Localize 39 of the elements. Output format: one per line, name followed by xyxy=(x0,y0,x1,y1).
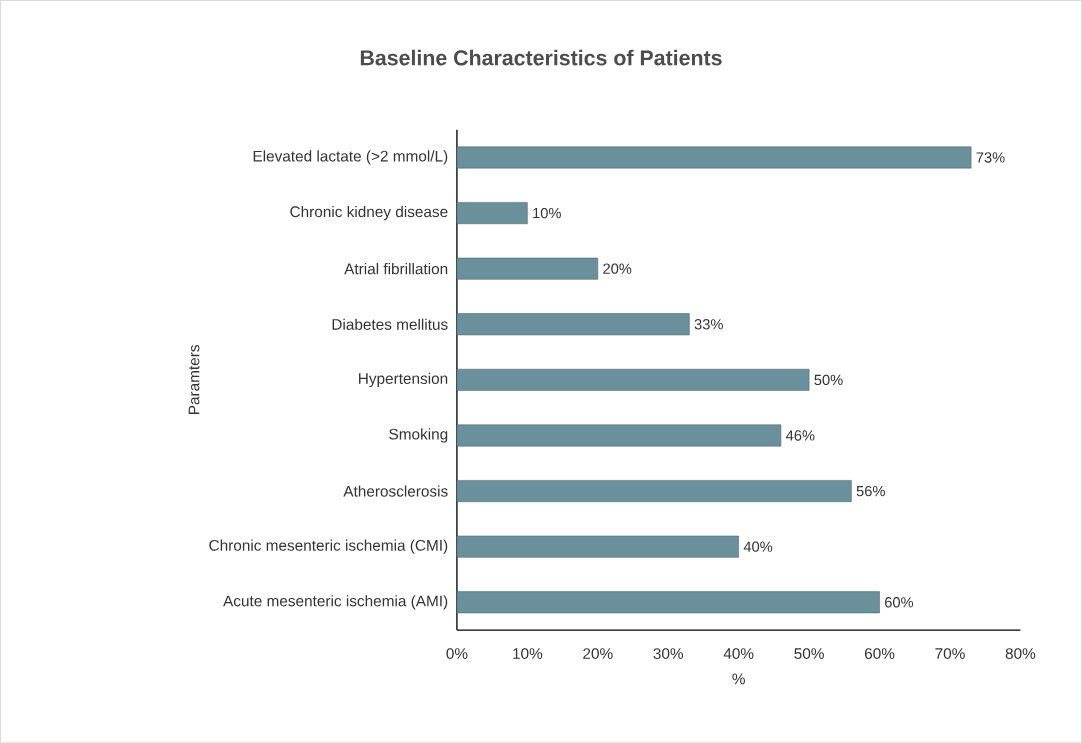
y-tick-label: Chronic kidney disease xyxy=(290,206,448,221)
x-tick-label: 20% xyxy=(583,648,613,660)
y-tick-label: Chronic mesenteric ischemia (CMI) xyxy=(209,539,448,554)
x-tick-label: 70% xyxy=(935,648,965,660)
bar xyxy=(456,146,972,169)
chart-title: Baseline Characteristics of Patients xyxy=(360,49,722,66)
x-tick-label: 0% xyxy=(446,648,468,660)
x-tick-label: 10% xyxy=(513,648,543,660)
bar xyxy=(456,369,810,391)
x-tick-label: 50% xyxy=(794,648,824,660)
data-label: 10% xyxy=(533,208,561,219)
data-label: 40% xyxy=(743,541,773,553)
data-label: 50% xyxy=(814,374,843,386)
data-label: 73% xyxy=(976,152,1005,163)
bar xyxy=(456,424,782,447)
bar xyxy=(456,257,599,280)
bar xyxy=(456,480,852,503)
data-label: 46% xyxy=(785,430,815,441)
y-tick-label: Atherosclerosis xyxy=(343,485,448,497)
x-tick-label: 30% xyxy=(653,648,684,660)
y-tick-label: Elevated lactate (>2 mmol/L) xyxy=(253,150,448,165)
x-tick-label: 80% xyxy=(1005,648,1036,660)
bar xyxy=(456,535,739,558)
data-label: 20% xyxy=(603,263,632,274)
y-axis-title: Paramters xyxy=(188,345,200,415)
bar xyxy=(456,313,690,336)
data-label: 60% xyxy=(885,597,914,608)
x-axis-title: % xyxy=(732,673,745,685)
y-tick-label: Acute mesenteric ischemia (AMI) xyxy=(223,595,448,610)
data-label: 56% xyxy=(856,486,885,497)
y-tick-label: Smoking xyxy=(389,428,448,443)
data-label: 33% xyxy=(694,319,723,330)
y-tick-label: Atrial fibrillation xyxy=(344,263,448,275)
bar xyxy=(456,591,880,614)
bar xyxy=(456,202,528,225)
x-tick-label: 40% xyxy=(723,648,754,660)
x-tick-label: 60% xyxy=(864,648,895,660)
y-tick-label: Diabetes mellitus xyxy=(332,318,448,331)
y-tick-label: Hypertension xyxy=(359,372,448,388)
